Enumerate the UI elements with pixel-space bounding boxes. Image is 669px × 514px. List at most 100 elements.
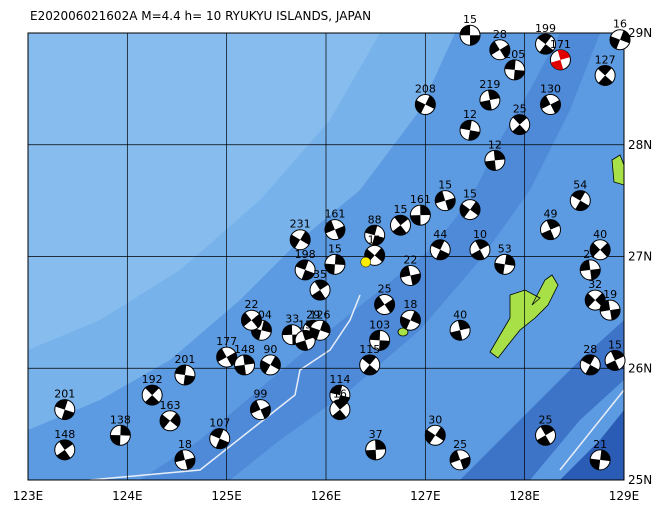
beach-ball [594, 64, 616, 86]
event-label: 88 [368, 213, 382, 226]
ball-quadrant [470, 35, 481, 46]
ball-quadrant [600, 242, 611, 257]
ball-quadrant [61, 409, 75, 420]
beach-ball [216, 346, 238, 368]
beach-ball [241, 309, 262, 331]
ball-quadrant [365, 449, 377, 460]
event-label: 231 [290, 218, 311, 231]
beach-ball [434, 190, 456, 212]
beach-ball [324, 253, 346, 275]
ball-quadrant [600, 449, 611, 462]
event-label: 11 [368, 233, 382, 246]
beach-ball [209, 428, 231, 450]
ball-quadrant [215, 438, 229, 449]
event-label: 32 [588, 278, 602, 291]
event-label: 27 [583, 248, 597, 261]
event-label: 15 [438, 179, 452, 192]
ball-quadrant [610, 350, 625, 361]
ball-quadrant [282, 324, 293, 336]
ball-quadrant [333, 399, 348, 410]
ball-quadrant [550, 99, 561, 114]
event-label: 90 [263, 343, 277, 356]
beach-ball [369, 329, 391, 351]
ball-quadrant [369, 330, 381, 341]
x-tick-label: 129E [609, 489, 640, 503]
ball-quadrant [175, 364, 187, 375]
event-label: 40 [453, 308, 467, 321]
beach-ball [494, 253, 516, 275]
ball-quadrant [460, 120, 472, 131]
ball-quadrant [110, 434, 121, 446]
event-label: 201 [54, 388, 75, 401]
map-title: E202006021602A M=4.4 h= 10 RYUKYU ISLAND… [30, 9, 371, 23]
beach-ball [309, 279, 331, 301]
ball-quadrant [260, 360, 271, 374]
ball-quadrant [170, 413, 181, 428]
ball-quadrant [597, 65, 612, 76]
beach-ball [174, 364, 196, 386]
ball-quadrant [251, 327, 262, 340]
ball-quadrant [445, 197, 456, 211]
map-frame [27, 32, 625, 481]
ball-quadrant [55, 399, 68, 410]
event-label: 107 [209, 417, 230, 430]
ball-quadrant [375, 439, 386, 450]
ball-quadrant [504, 254, 515, 266]
beach-ball [234, 354, 256, 376]
ball-quadrant [241, 312, 252, 327]
ball-quadrant [550, 59, 564, 70]
event-label: 37 [369, 428, 383, 441]
ball-quadrant [600, 300, 611, 312]
ball-quadrant [334, 254, 345, 266]
ball-quadrant [324, 263, 335, 275]
ball-quadrant [540, 95, 551, 110]
event-label: 25 [539, 413, 553, 426]
event-label: 15 [608, 338, 622, 351]
ball-quadrant [480, 100, 492, 111]
ball-quadrant [374, 296, 385, 311]
ball-quadrant [610, 36, 621, 50]
ball-quadrant [425, 429, 436, 444]
ball-quadrant [499, 44, 510, 59]
event-label: 28 [493, 28, 507, 41]
x-tick-label: 127E [410, 489, 441, 503]
ball-quadrant [145, 395, 160, 406]
ball-quadrant [251, 313, 262, 328]
ball-quadrant [470, 201, 481, 216]
event-label: 21 [593, 438, 607, 451]
beach-ball [449, 319, 471, 341]
beach-ball [469, 239, 491, 261]
x-tick-label: 123E [13, 489, 44, 503]
ball-quadrant [314, 280, 329, 291]
ball-quadrant [598, 75, 613, 86]
beach-ball [604, 349, 626, 371]
ball-quadrant [332, 409, 347, 420]
beach-ball [54, 439, 76, 461]
event-label: 19 [603, 288, 617, 301]
beach-ball [429, 239, 451, 261]
ball-quadrant [471, 249, 485, 260]
ball-quadrant [415, 100, 426, 114]
event-label: 15 [328, 242, 342, 255]
event-label: 16 [613, 18, 627, 31]
event-label: 25 [453, 438, 467, 451]
ball-quadrant [484, 160, 496, 171]
ball-quadrant [392, 225, 407, 236]
beach-ball [484, 149, 506, 171]
event-label: 161 [410, 193, 431, 206]
event-label: 22 [245, 298, 259, 311]
ball-quadrant [541, 229, 555, 240]
y-tick-label: 26N [628, 361, 652, 375]
ball-quadrant [487, 90, 500, 101]
event-label: 114 [329, 373, 350, 386]
beach-ball [479, 89, 501, 111]
event-label: 29 [306, 308, 320, 321]
y-tick-label: 25N [628, 473, 652, 487]
event-label: 138 [110, 413, 131, 426]
beach-ball [259, 354, 281, 376]
beach-ball [174, 449, 196, 471]
event-label: 18 [403, 298, 417, 311]
event-label: 161 [324, 208, 345, 221]
beach-ball [365, 439, 387, 461]
